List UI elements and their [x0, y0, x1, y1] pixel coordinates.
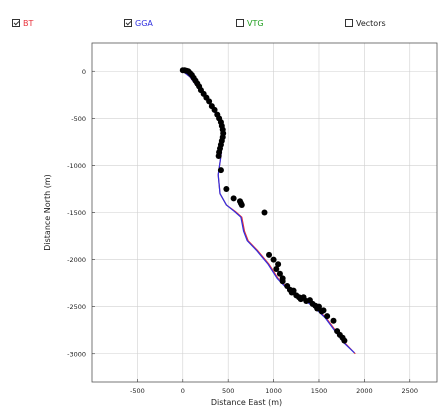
vtg-checkbox[interactable]	[236, 19, 244, 27]
data-point	[215, 153, 222, 159]
grid	[92, 43, 437, 382]
data-point	[217, 167, 224, 174]
data-point	[315, 303, 322, 310]
data-point	[223, 185, 230, 192]
data-point	[270, 256, 277, 263]
gga-checkbox[interactable]	[124, 19, 132, 27]
data-point	[211, 106, 218, 113]
data-point	[341, 337, 348, 344]
vectors-label: Vectors	[356, 18, 386, 28]
x-tick-label: 2500	[401, 387, 418, 395]
y-tick-label: -2500	[67, 303, 86, 311]
data-point	[230, 195, 237, 202]
data-point	[273, 266, 280, 272]
series-layer	[179, 67, 356, 355]
x-tick-label: 1000	[265, 387, 282, 395]
data-point	[206, 98, 213, 105]
data-point	[238, 201, 245, 208]
data-point	[290, 287, 297, 294]
x-axis-label: Distance East (m)	[211, 398, 282, 407]
data-point	[266, 251, 273, 258]
toggle-vtg[interactable]: VTG	[236, 17, 264, 29]
data-point	[320, 307, 327, 314]
gga-label: GGA	[135, 18, 153, 28]
y-tick-label: -1000	[67, 162, 86, 170]
toggle-bt[interactable]: BT	[12, 17, 33, 29]
bt-label: BT	[23, 18, 34, 28]
data-point	[275, 261, 282, 268]
toggle-gga[interactable]: GGA	[124, 17, 153, 29]
y-axis-label: Distance North (m)	[43, 174, 52, 250]
vectors-checkbox[interactable]	[345, 19, 353, 27]
series-toggle-bar: BT GGA VTG Vectors	[0, 0, 441, 40]
y-tick-label: -1500	[67, 209, 86, 217]
x-tick-label: 500	[222, 387, 234, 395]
y-tick-label: -2000	[67, 256, 86, 264]
y-tick-label: 0	[82, 68, 86, 76]
x-tick-label: 1500	[311, 387, 328, 395]
data-point	[324, 313, 331, 320]
data-point	[276, 270, 283, 277]
x-tick-label: -500	[130, 387, 145, 395]
data-point	[330, 317, 337, 324]
data-point	[279, 278, 286, 285]
toggle-vectors[interactable]: Vectors	[345, 17, 386, 29]
vtg-label: VTG	[247, 18, 264, 28]
y-tick-label: -3000	[67, 350, 86, 358]
x-tick-label: 0	[181, 387, 185, 395]
x-tick-label: 2000	[356, 387, 373, 395]
data-point	[261, 209, 268, 216]
bt-checkbox[interactable]	[12, 19, 20, 27]
y-tick-label: -500	[71, 115, 86, 123]
